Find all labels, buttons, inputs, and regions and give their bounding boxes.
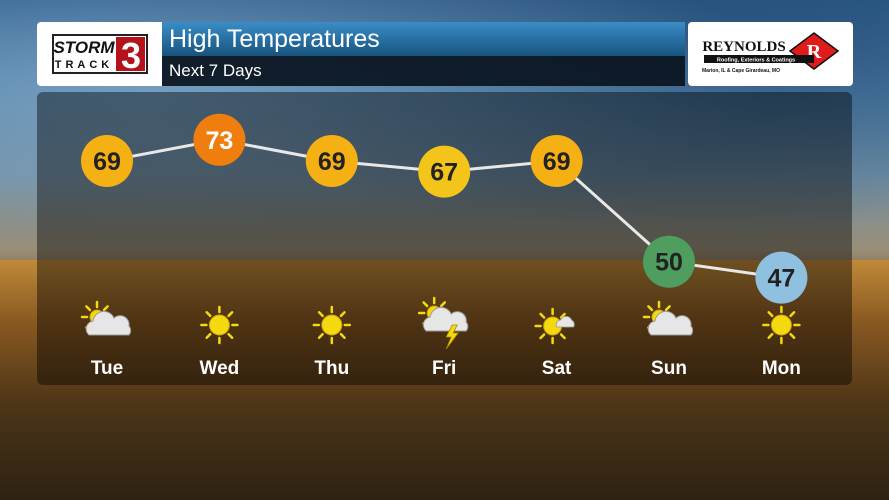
forecast-panel: [37, 92, 852, 385]
svg-text:TRACK: TRACK: [54, 59, 113, 71]
temperature-label: 69: [93, 148, 121, 176]
temperature-label: 69: [543, 148, 571, 176]
temperature-marker: [530, 135, 583, 187]
day-label: Thu: [314, 358, 350, 379]
svg-text:Marion, IL & Cape Girardeau, M: Marion, IL & Cape Girardeau, MO: [702, 68, 780, 74]
page-subtitle: Next 7 Days: [162, 56, 685, 86]
temperature-label: 50: [655, 249, 683, 277]
temperature-marker: [81, 135, 133, 187]
svg-text:3: 3: [120, 35, 140, 74]
temperature-label: 73: [205, 127, 233, 155]
partly-cloudy-icon: [80, 300, 132, 336]
temperature-marker: [755, 251, 808, 304]
temperature-marker: [305, 135, 358, 187]
page-title: High Temperatures: [162, 22, 685, 56]
temperature-marker: [193, 113, 246, 166]
field-background: [0, 260, 889, 500]
day-label: Tue: [90, 358, 124, 379]
sunny-icon: [200, 305, 239, 345]
day-label: Fri: [432, 358, 457, 379]
storm-track-3-logo: STORM TRACK 3: [37, 22, 162, 86]
day-label: Mon: [761, 358, 801, 379]
temperature-label: 67: [430, 159, 458, 187]
day-label: Sun: [651, 358, 687, 379]
svg-text:Roofing, Exteriors & Coatings: Roofing, Exteriors & Coatings: [716, 58, 794, 64]
sunny-icon: [762, 305, 801, 345]
temperature-marker: [418, 145, 471, 198]
svg-text:REYNOLDS: REYNOLDS: [702, 39, 785, 55]
thunderstorm-icon: [417, 296, 469, 350]
day-label: Wed: [199, 358, 240, 379]
temperature-label: 69: [318, 148, 346, 176]
day-label: Sat: [541, 358, 572, 379]
sunny-icon: [312, 305, 352, 345]
sponsor-logo: R REYNOLDS Roofing, Exteriors & Coatings…: [688, 22, 853, 86]
svg-text:STORM: STORM: [53, 38, 115, 57]
temperature-marker: [643, 235, 695, 288]
temperature-label: 47: [767, 265, 795, 293]
partly-cloudy-icon: [642, 300, 694, 336]
title-bar: High Temperatures Next 7 Days: [162, 22, 685, 86]
partly-sunny-icon: [534, 307, 575, 345]
